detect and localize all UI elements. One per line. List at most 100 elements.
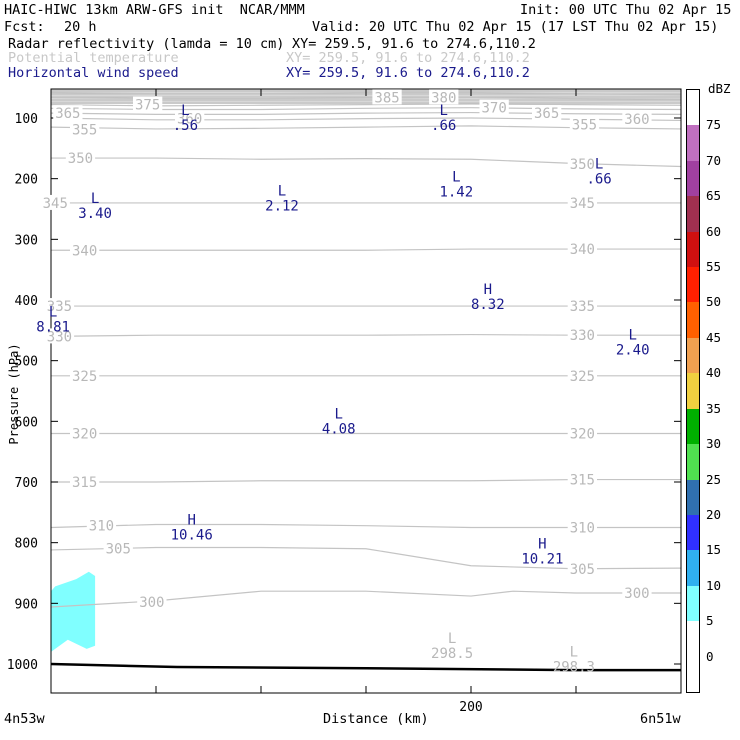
- field-reflectivity-label: Radar reflectivity (lamda = 10 cm): [8, 36, 285, 52]
- wind-extremum-L: L: [595, 156, 603, 172]
- wind-extremum-H: H: [484, 282, 492, 298]
- theta-label-345: 345: [43, 196, 68, 212]
- init-time: Init: 00 UTC Thu 02 Apr 15: [520, 2, 732, 18]
- theta-contour-365: [50, 111, 682, 115]
- field-theta-xy: XY= 259.5, 91.6 to 274.6,110.2: [286, 50, 530, 66]
- theta-label-335: 335: [570, 299, 595, 315]
- theta-label-340: 340: [72, 243, 97, 259]
- theta-label-365: 365: [534, 106, 559, 122]
- theta-label-300: 300: [139, 595, 164, 611]
- y-tick-label: 800: [15, 537, 38, 552]
- x-start-label: 4n53w: [4, 711, 45, 727]
- theta-label-315: 315: [570, 473, 595, 489]
- colorbar-segment: [687, 267, 699, 303]
- ground-line: [50, 662, 681, 672]
- wind-extremum-value: 1.42: [439, 185, 473, 201]
- field-theta-label: Potential temperature: [8, 50, 179, 66]
- y-tick-label: 300: [15, 233, 38, 248]
- reflectivity-area: [51, 571, 96, 652]
- wind-extremum-value: 8.81: [36, 319, 70, 335]
- wind-extremum-value: 8.32: [471, 297, 505, 313]
- colorbar-label: 75: [706, 117, 722, 133]
- theta-extremum-L: L: [448, 631, 456, 647]
- theta-label-380: 380: [431, 90, 456, 106]
- colorbar-segment: [687, 585, 699, 622]
- theta-label-350: 350: [570, 157, 595, 173]
- y-axis-title: Pressure (hPa): [7, 343, 21, 445]
- theta-label-345: 345: [570, 196, 595, 212]
- theta-extremum-value: 298.3: [553, 660, 595, 676]
- x-end-label: 6n51w: [640, 711, 681, 727]
- theta-label-350: 350: [68, 151, 93, 167]
- forecast-hours: 20 h: [64, 19, 97, 35]
- y-tick-label: 700: [15, 476, 38, 491]
- colorbar-label: 30: [706, 436, 722, 452]
- valid-time: Valid: 20 UTC Thu 02 Apr 15 (17 LST Thu …: [312, 19, 719, 35]
- wind-extremum-value: .56: [173, 118, 198, 134]
- theta-label-355: 355: [572, 118, 597, 134]
- colorbar-segment: [687, 444, 699, 480]
- wind-extremum-value: 10.46: [171, 527, 213, 543]
- theta-label-360: 360: [624, 112, 649, 128]
- colorbar-label: 10: [706, 577, 722, 593]
- colorbar-label: 5: [706, 613, 714, 629]
- theta-label-330: 330: [47, 329, 72, 345]
- x-axis-title: Distance (km): [323, 711, 429, 727]
- y-tick-label: 200: [15, 173, 38, 188]
- colorbar-segment: [687, 160, 699, 197]
- wind-extremum-L: L: [91, 191, 99, 207]
- colorbar-segment: [687, 125, 699, 161]
- theta-label-365: 365: [55, 106, 80, 122]
- wind-extremum-L: L: [181, 103, 189, 119]
- theta-label-355: 355: [72, 123, 97, 139]
- wind-extremum-value: 10.21: [521, 552, 563, 568]
- theta-label-320: 320: [570, 426, 595, 442]
- colorbar-segment: [687, 408, 699, 445]
- colorbar-segment: [687, 231, 699, 268]
- y-tick-label: 900: [15, 597, 38, 612]
- theta-label-325: 325: [72, 369, 97, 385]
- theta-label-305: 305: [106, 542, 131, 558]
- theta-label-340: 340: [570, 242, 595, 258]
- theta-label-370: 370: [482, 101, 507, 117]
- wind-extremum-L: L: [439, 103, 447, 119]
- colorbar-label: 65: [706, 188, 722, 204]
- field-wind-xy: XY= 259.5, 91.6 to 274.6,110.2: [286, 65, 530, 81]
- wind-extremum-L: L: [452, 170, 460, 186]
- colorbar-label: 50: [706, 294, 722, 310]
- wind-extremum-value: 2.40: [616, 342, 650, 358]
- y-tick-label: 1000: [7, 658, 38, 673]
- forecast-label: Fcst:: [4, 19, 45, 35]
- wind-extremum-value: 3.40: [78, 206, 112, 222]
- wind-extremum-value: .66: [431, 118, 456, 134]
- colorbar-label: 25: [706, 471, 722, 487]
- colorbar-segment: [687, 373, 699, 409]
- theta-label-330: 330: [570, 328, 595, 344]
- colorbar-label: 0: [706, 648, 714, 664]
- theta-label-360: 360: [177, 112, 202, 128]
- theta-label-315: 315: [72, 475, 97, 491]
- wind-extremum-H: H: [187, 512, 195, 528]
- theta-label-335: 335: [47, 299, 72, 315]
- colorbar-segment: [687, 621, 699, 657]
- run-title: HAIC-HIWC 13km ARW-GFS init NCAR/MMM: [4, 2, 305, 18]
- theta-label-385: 385: [374, 90, 399, 106]
- theta-label-300: 300: [624, 586, 649, 602]
- theta-extremum-L: L: [570, 645, 578, 661]
- field-wind-label: Horizontal wind speed: [8, 65, 179, 81]
- colorbar-label: 40: [706, 365, 722, 381]
- theta-label-310: 310: [570, 521, 595, 537]
- theta-label-325: 325: [570, 369, 595, 385]
- colorbar-label: 20: [706, 506, 722, 522]
- theta-extremum-value: 298.5: [431, 646, 473, 662]
- wind-extremum-value: 4.08: [322, 421, 356, 437]
- theta-label-375: 375: [135, 98, 160, 114]
- wind-extremum-L: L: [49, 304, 57, 320]
- wind-extremum-L: L: [334, 406, 342, 422]
- field-reflectivity-xy: XY= 259.5, 91.6 to 274.6,110.2: [292, 36, 536, 52]
- wind-extremum-L: L: [628, 327, 636, 343]
- colorbar-segment: [687, 514, 699, 551]
- colorbar-segment: [687, 656, 699, 692]
- theta-contour-300: [50, 590, 681, 608]
